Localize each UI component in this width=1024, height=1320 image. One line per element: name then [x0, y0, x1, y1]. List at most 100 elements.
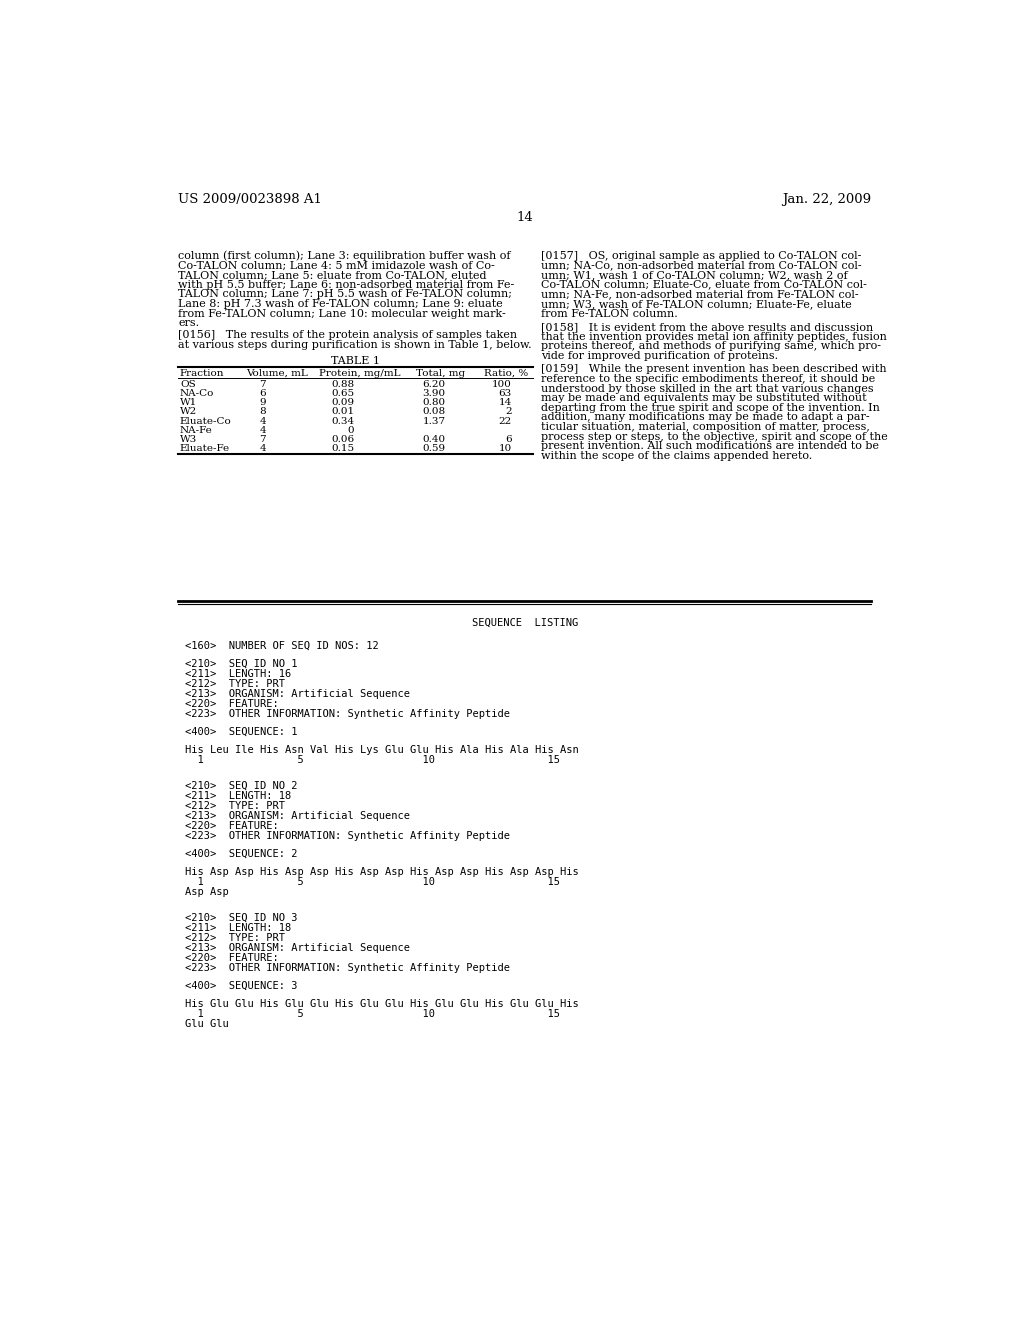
- Text: [0156]   The results of the protein analysis of samples taken: [0156] The results of the protein analys…: [178, 330, 517, 341]
- Text: Ratio, %: Ratio, %: [484, 370, 528, 378]
- Text: at various steps during purification is shown in Table 1, below.: at various steps during purification is …: [178, 339, 532, 350]
- Text: from Fe-TALON column.: from Fe-TALON column.: [541, 309, 678, 318]
- Text: 2: 2: [505, 408, 512, 417]
- Text: 7: 7: [259, 380, 266, 389]
- Text: umn; W3, wash of Fe-TALON column; Eluate-Fe, eluate: umn; W3, wash of Fe-TALON column; Eluate…: [541, 298, 852, 309]
- Text: umn; NA-Fe, non-adsorbed material from Fe-TALON col-: umn; NA-Fe, non-adsorbed material from F…: [541, 289, 859, 300]
- Text: 0.01: 0.01: [331, 408, 354, 417]
- Text: 0.40: 0.40: [423, 436, 445, 445]
- Text: Eluate-Co: Eluate-Co: [180, 417, 231, 426]
- Text: His Glu Glu His Glu Glu His Glu Glu His Glu Glu His Glu Glu His: His Glu Glu His Glu Glu His Glu Glu His …: [184, 999, 579, 1008]
- Text: 4: 4: [259, 426, 266, 436]
- Text: umn; NA-Co, non-adsorbed material from Co-TALON col-: umn; NA-Co, non-adsorbed material from C…: [541, 260, 862, 271]
- Text: <223>  OTHER INFORMATION: Synthetic Affinity Peptide: <223> OTHER INFORMATION: Synthetic Affin…: [184, 830, 510, 841]
- Text: addition, many modifications may be made to adapt a par-: addition, many modifications may be made…: [541, 412, 869, 422]
- Text: His Asp Asp His Asp Asp His Asp Asp His Asp Asp His Asp Asp His: His Asp Asp His Asp Asp His Asp Asp His …: [184, 867, 579, 876]
- Text: Eluate-Fe: Eluate-Fe: [180, 445, 230, 454]
- Text: ers.: ers.: [178, 318, 200, 329]
- Text: OS: OS: [180, 380, 196, 389]
- Text: SEQUENCE  LISTING: SEQUENCE LISTING: [472, 618, 578, 628]
- Text: 0.80: 0.80: [423, 399, 445, 408]
- Text: ticular situation, material, composition of matter, process,: ticular situation, material, composition…: [541, 422, 870, 432]
- Text: 10: 10: [499, 445, 512, 454]
- Text: US 2009/0023898 A1: US 2009/0023898 A1: [178, 193, 323, 206]
- Text: Jan. 22, 2009: Jan. 22, 2009: [782, 193, 871, 206]
- Text: Lane 8: pH 7.3 wash of Fe-TALON column; Lane 9: eluate: Lane 8: pH 7.3 wash of Fe-TALON column; …: [178, 298, 503, 309]
- Text: 1.37: 1.37: [423, 417, 445, 426]
- Text: 1               5                   10                  15: 1 5 10 15: [184, 876, 559, 887]
- Text: <212>  TYPE: PRT: <212> TYPE: PRT: [184, 933, 285, 942]
- Text: <211>  LENGTH: 18: <211> LENGTH: 18: [184, 791, 291, 801]
- Text: with pH 5.5 buffer; Lane 6: non-adsorbed material from Fe-: with pH 5.5 buffer; Lane 6: non-adsorbed…: [178, 280, 515, 289]
- Text: TALON column; Lane 5: eluate from Co-TALON, eluted: TALON column; Lane 5: eluate from Co-TAL…: [178, 271, 486, 280]
- Text: Glu Glu: Glu Glu: [184, 1019, 228, 1030]
- Text: proteins thereof, and methods of purifying same, which pro-: proteins thereof, and methods of purifyi…: [541, 342, 881, 351]
- Text: 0.65: 0.65: [331, 389, 354, 399]
- Text: 6: 6: [259, 389, 266, 399]
- Text: Co-TALON column; Lane 4: 5 mM imidazole wash of Co-: Co-TALON column; Lane 4: 5 mM imidazole …: [178, 260, 496, 271]
- Text: <213>  ORGANISM: Artificial Sequence: <213> ORGANISM: Artificial Sequence: [184, 689, 410, 698]
- Text: reference to the specific embodiments thereof, it should be: reference to the specific embodiments th…: [541, 374, 876, 384]
- Text: [0157]   OS, original sample as applied to Co-TALON col-: [0157] OS, original sample as applied to…: [541, 251, 861, 261]
- Text: from Fe-TALON column; Lane 10: molecular weight mark-: from Fe-TALON column; Lane 10: molecular…: [178, 309, 506, 318]
- Text: Asp Asp: Asp Asp: [184, 887, 228, 898]
- Text: [0158]   It is evident from the above results and discussion: [0158] It is evident from the above resu…: [541, 322, 873, 333]
- Text: Total, mg: Total, mg: [417, 370, 466, 378]
- Text: <212>  TYPE: PRT: <212> TYPE: PRT: [184, 801, 285, 810]
- Text: <210>  SEQ ID NO 1: <210> SEQ ID NO 1: [184, 659, 297, 669]
- Text: 22: 22: [499, 417, 512, 426]
- Text: W2: W2: [180, 408, 198, 417]
- Text: 63: 63: [499, 389, 512, 399]
- Text: Volume, mL: Volume, mL: [247, 370, 308, 378]
- Text: <223>  OTHER INFORMATION: Synthetic Affinity Peptide: <223> OTHER INFORMATION: Synthetic Affin…: [184, 964, 510, 973]
- Text: His Leu Ile His Asn Val His Lys Glu Glu His Ala His Ala His Asn: His Leu Ile His Asn Val His Lys Glu Glu …: [184, 744, 579, 755]
- Text: 14: 14: [499, 399, 512, 408]
- Text: 0: 0: [348, 426, 354, 436]
- Text: within the scope of the claims appended hereto.: within the scope of the claims appended …: [541, 451, 812, 461]
- Text: 14: 14: [516, 211, 534, 224]
- Text: departing from the true spirit and scope of the invention. In: departing from the true spirit and scope…: [541, 403, 880, 413]
- Text: W1: W1: [180, 399, 198, 408]
- Text: 6: 6: [505, 436, 512, 445]
- Text: 0.09: 0.09: [331, 399, 354, 408]
- Text: Protein, mg/mL: Protein, mg/mL: [319, 370, 401, 378]
- Text: column (first column); Lane 3: equilibration buffer wash of: column (first column); Lane 3: equilibra…: [178, 251, 511, 261]
- Text: W3: W3: [180, 436, 198, 445]
- Text: <212>  TYPE: PRT: <212> TYPE: PRT: [184, 678, 285, 689]
- Text: 4: 4: [259, 445, 266, 454]
- Text: TALON column; Lane 7: pH 5.5 wash of Fe-TALON column;: TALON column; Lane 7: pH 5.5 wash of Fe-…: [178, 289, 512, 300]
- Text: 4: 4: [259, 417, 266, 426]
- Text: 6.20: 6.20: [423, 380, 445, 389]
- Text: <213>  ORGANISM: Artificial Sequence: <213> ORGANISM: Artificial Sequence: [184, 942, 410, 953]
- Text: NA-Fe: NA-Fe: [180, 426, 213, 436]
- Text: <220>  FEATURE:: <220> FEATURE:: [184, 698, 279, 709]
- Text: understood by those skilled in the art that various changes: understood by those skilled in the art t…: [541, 384, 873, 393]
- Text: 3.90: 3.90: [423, 389, 445, 399]
- Text: <160>  NUMBER OF SEQ ID NOS: 12: <160> NUMBER OF SEQ ID NOS: 12: [184, 640, 378, 651]
- Text: 9: 9: [259, 399, 266, 408]
- Text: 0.06: 0.06: [331, 436, 354, 445]
- Text: 0.34: 0.34: [331, 417, 354, 426]
- Text: that the invention provides metal ion affinity peptides, fusion: that the invention provides metal ion af…: [541, 331, 887, 342]
- Text: vide for improved purification of proteins.: vide for improved purification of protei…: [541, 351, 778, 360]
- Text: Fraction: Fraction: [180, 370, 224, 378]
- Text: <220>  FEATURE:: <220> FEATURE:: [184, 821, 279, 830]
- Text: may be made and equivalents may be substituted without: may be made and equivalents may be subst…: [541, 393, 866, 403]
- Text: TABLE 1: TABLE 1: [331, 355, 380, 366]
- Text: <211>  LENGTH: 16: <211> LENGTH: 16: [184, 669, 291, 678]
- Text: NA-Co: NA-Co: [180, 389, 214, 399]
- Text: process step or steps, to the objective, spirit and scope of the: process step or steps, to the objective,…: [541, 432, 888, 442]
- Text: Co-TALON column; Eluate-Co, eluate from Co-TALON col-: Co-TALON column; Eluate-Co, eluate from …: [541, 280, 867, 289]
- Text: <223>  OTHER INFORMATION: Synthetic Affinity Peptide: <223> OTHER INFORMATION: Synthetic Affin…: [184, 709, 510, 719]
- Text: 1               5                   10                  15: 1 5 10 15: [184, 1008, 559, 1019]
- Text: <210>  SEQ ID NO 2: <210> SEQ ID NO 2: [184, 781, 297, 791]
- Text: 0.88: 0.88: [331, 380, 354, 389]
- Text: 7: 7: [259, 436, 266, 445]
- Text: <400>  SEQUENCE: 1: <400> SEQUENCE: 1: [184, 727, 297, 737]
- Text: 0.59: 0.59: [423, 445, 445, 454]
- Text: <211>  LENGTH: 18: <211> LENGTH: 18: [184, 923, 291, 933]
- Text: 0.15: 0.15: [331, 445, 354, 454]
- Text: 0.08: 0.08: [423, 408, 445, 417]
- Text: present invention. All such modifications are intended to be: present invention. All such modification…: [541, 441, 879, 451]
- Text: 8: 8: [259, 408, 266, 417]
